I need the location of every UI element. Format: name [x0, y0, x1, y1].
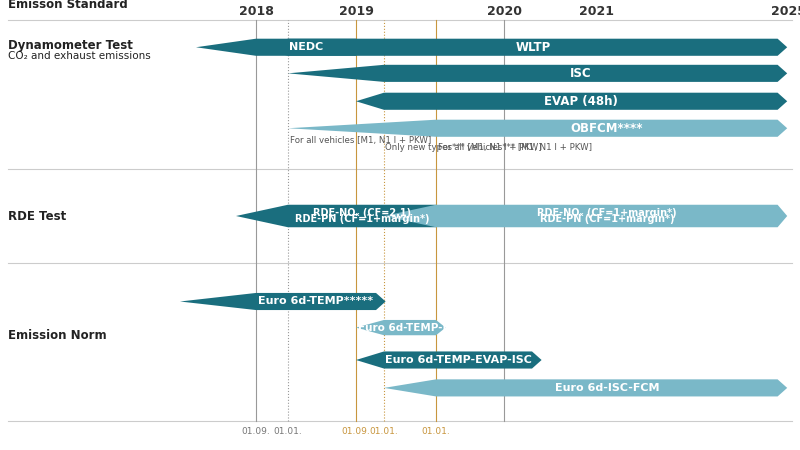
Text: 2018: 2018	[238, 5, 274, 18]
Polygon shape	[356, 320, 446, 335]
Polygon shape	[384, 205, 787, 227]
Text: Only new types*** [M1, N1 I + PKW]: Only new types*** [M1, N1 I + PKW]	[385, 143, 542, 152]
Polygon shape	[196, 39, 366, 56]
Text: 2025: 2025	[770, 5, 800, 18]
Text: ISC: ISC	[570, 67, 592, 80]
Text: RDE Test: RDE Test	[8, 210, 66, 222]
Text: RDE-NOₓ (CF=2,1): RDE-NOₓ (CF=2,1)	[313, 207, 411, 218]
Polygon shape	[356, 351, 542, 369]
Polygon shape	[256, 39, 787, 56]
Polygon shape	[236, 205, 446, 227]
Text: 2021: 2021	[578, 5, 614, 18]
Polygon shape	[288, 120, 787, 137]
Text: RDE-PN (CF=1+margin*): RDE-PN (CF=1+margin*)	[294, 214, 430, 225]
Text: Euro 6d-TEMP*****: Euro 6d-TEMP*****	[258, 297, 374, 306]
Text: For all vehicles [M1, N1 I + PKW]: For all vehicles [M1, N1 I + PKW]	[290, 136, 431, 145]
Text: NEDC: NEDC	[289, 42, 323, 52]
Polygon shape	[384, 379, 787, 396]
Text: Euro 6d-ISC-FCM: Euro 6d-ISC-FCM	[554, 383, 659, 393]
Text: EVAP (48h): EVAP (48h)	[544, 95, 618, 108]
Text: 01.01.: 01.01.	[274, 427, 302, 436]
Text: For all vehicles*** [M1, N1 I + PKW]: For all vehicles*** [M1, N1 I + PKW]	[438, 143, 593, 152]
Text: 2019: 2019	[338, 5, 374, 18]
Text: WLTP: WLTP	[515, 41, 550, 54]
Text: Emisson Standard: Emisson Standard	[8, 0, 128, 11]
Text: 01.01.: 01.01.	[422, 427, 450, 436]
Text: Emission Norm: Emission Norm	[8, 329, 106, 342]
Polygon shape	[180, 293, 386, 310]
Text: Dynamometer Test: Dynamometer Test	[8, 39, 133, 51]
Text: 01.09.: 01.09.	[342, 427, 370, 436]
Text: RDE-NOₓ (CF=1+margin*): RDE-NOₓ (CF=1+margin*)	[537, 207, 677, 218]
Text: CO₂ and exhaust emissions: CO₂ and exhaust emissions	[8, 51, 150, 61]
Text: 01.01.: 01.01.	[370, 427, 398, 436]
Text: 01.09.: 01.09.	[242, 427, 270, 436]
Text: Euro 6d-TEMP-ISC: Euro 6d-TEMP-ISC	[358, 323, 462, 333]
Polygon shape	[356, 93, 787, 110]
Text: RDE-PN (CF=1+margin*): RDE-PN (CF=1+margin*)	[539, 214, 674, 225]
Polygon shape	[288, 65, 787, 82]
Text: Euro 6d-TEMP-EVAP-ISC: Euro 6d-TEMP-EVAP-ISC	[385, 355, 531, 365]
Text: 2020: 2020	[486, 5, 522, 18]
Text: OBFCM****: OBFCM****	[570, 122, 643, 135]
